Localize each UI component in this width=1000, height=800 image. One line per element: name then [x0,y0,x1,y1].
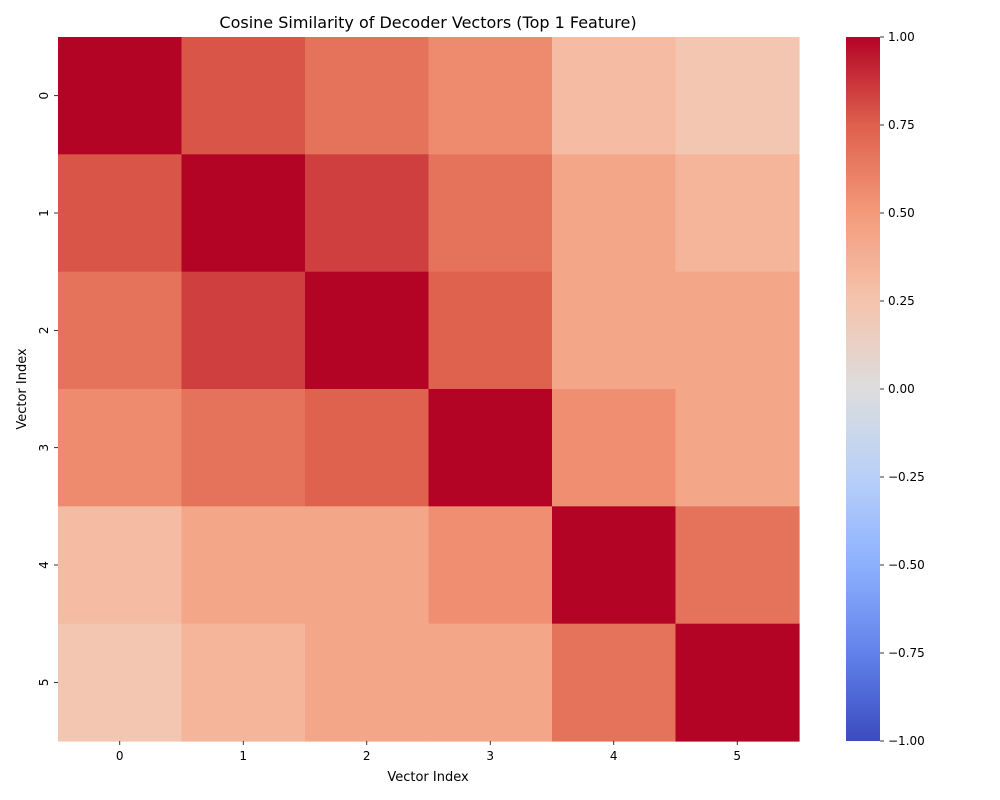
colorbar [846,37,880,741]
y-tick-label: 4 [37,561,51,569]
colorbar-tick-label: −0.25 [888,470,925,484]
heatmap-cell-4-2 [305,506,430,625]
heatmap-cell-0-1 [181,37,306,155]
heatmap-cell-0-5 [675,37,800,155]
x-tick-label: 0 [116,749,124,763]
heatmap-cell-4-1 [181,506,306,625]
heatmap-cell-1-2 [305,154,430,273]
heatmap-cell-5-2 [305,623,430,742]
heatmap-cell-5-0 [58,623,183,742]
chart-title: Cosine Similarity of Decoder Vectors (To… [219,13,636,32]
colorbar-tick-label: −0.50 [888,558,925,572]
colorbar-tick-label: 0.25 [888,294,915,308]
heatmap-cell-3-4 [552,389,677,507]
heatmap-cell-1-4 [552,154,677,273]
heatmap-cell-2-2 [305,271,430,390]
x-tick-label: 4 [610,749,618,763]
heatmap-cell-3-0 [58,389,183,507]
heatmap-cell-5-3 [428,623,553,742]
heatmap-cell-3-5 [675,389,800,507]
heatmap-cell-3-3 [428,389,553,507]
y-tick-label: 1 [37,209,51,217]
heatmap-cell-5-4 [552,623,677,742]
colorbar-tick-label: 1.00 [888,30,915,44]
heatmap-cells [58,37,800,742]
heatmap-cell-2-4 [552,271,677,390]
heatmap-cell-2-5 [675,271,800,390]
heatmap-cell-0-2 [305,37,430,155]
colorbar-tick-label: 0.50 [888,206,915,220]
heatmap-cell-1-3 [428,154,553,273]
x-tick-label: 3 [486,749,494,763]
heatmap-cell-1-1 [181,154,306,273]
heatmap-cell-0-0 [58,37,183,155]
x-tick-label: 1 [239,749,247,763]
y-tick-label: 2 [37,327,51,335]
y-axis-label: Vector Index [15,348,30,430]
colorbar-tick-label: −0.75 [888,646,925,660]
heatmap-cell-5-1 [181,623,306,742]
colorbar-ticks: 1.00 0.75 0.50 0.25 0.00 −0.25 −0.50 −0.75 −1.00 [880,30,925,748]
x-axis-ticks: 0 1 2 3 4 5 [116,741,741,763]
heatmap-cell-2-3 [428,271,553,390]
y-tick-label: 5 [37,679,51,687]
colorbar-tick-label: −1.00 [888,734,925,748]
x-tick-label: 2 [363,749,371,763]
heatmap-cell-1-0 [58,154,183,273]
heatmap-cell-4-0 [58,506,183,625]
heatmap-cell-5-5 [675,623,800,742]
colorbar-tick-label: 0.75 [888,118,915,132]
heatmap-cell-3-2 [305,389,430,507]
x-tick-label: 5 [733,749,741,763]
heatmap-cell-0-3 [428,37,553,155]
x-axis-label: Vector Index [387,770,469,785]
heatmap-cell-1-5 [675,154,800,273]
heatmap-cell-2-0 [58,271,183,390]
colorbar-tick-label: 0.00 [888,382,915,396]
y-tick-label: 0 [37,92,51,100]
heatmap-cell-3-1 [181,389,306,507]
heatmap-cell-2-1 [181,271,306,390]
heatmap-cell-4-5 [675,506,800,625]
heatmap-cell-0-4 [552,37,677,155]
heatmap-cell-4-4 [552,506,677,625]
y-tick-label: 3 [37,444,51,452]
heatmap-cell-4-3 [428,506,553,625]
y-axis-ticks: 0 1 2 3 4 5 [37,92,58,686]
